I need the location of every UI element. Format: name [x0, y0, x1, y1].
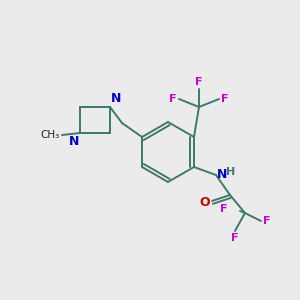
Text: F: F: [169, 94, 177, 104]
Text: N: N: [111, 92, 122, 105]
Text: F: F: [231, 233, 239, 243]
Text: F: F: [263, 216, 271, 226]
Text: F: F: [220, 204, 228, 214]
Text: H: H: [226, 167, 235, 177]
Text: CH₃: CH₃: [41, 130, 60, 140]
Text: O: O: [200, 196, 210, 208]
Text: F: F: [221, 94, 229, 104]
Text: F: F: [195, 77, 203, 87]
Text: N: N: [69, 135, 79, 148]
Text: N: N: [217, 169, 227, 182]
